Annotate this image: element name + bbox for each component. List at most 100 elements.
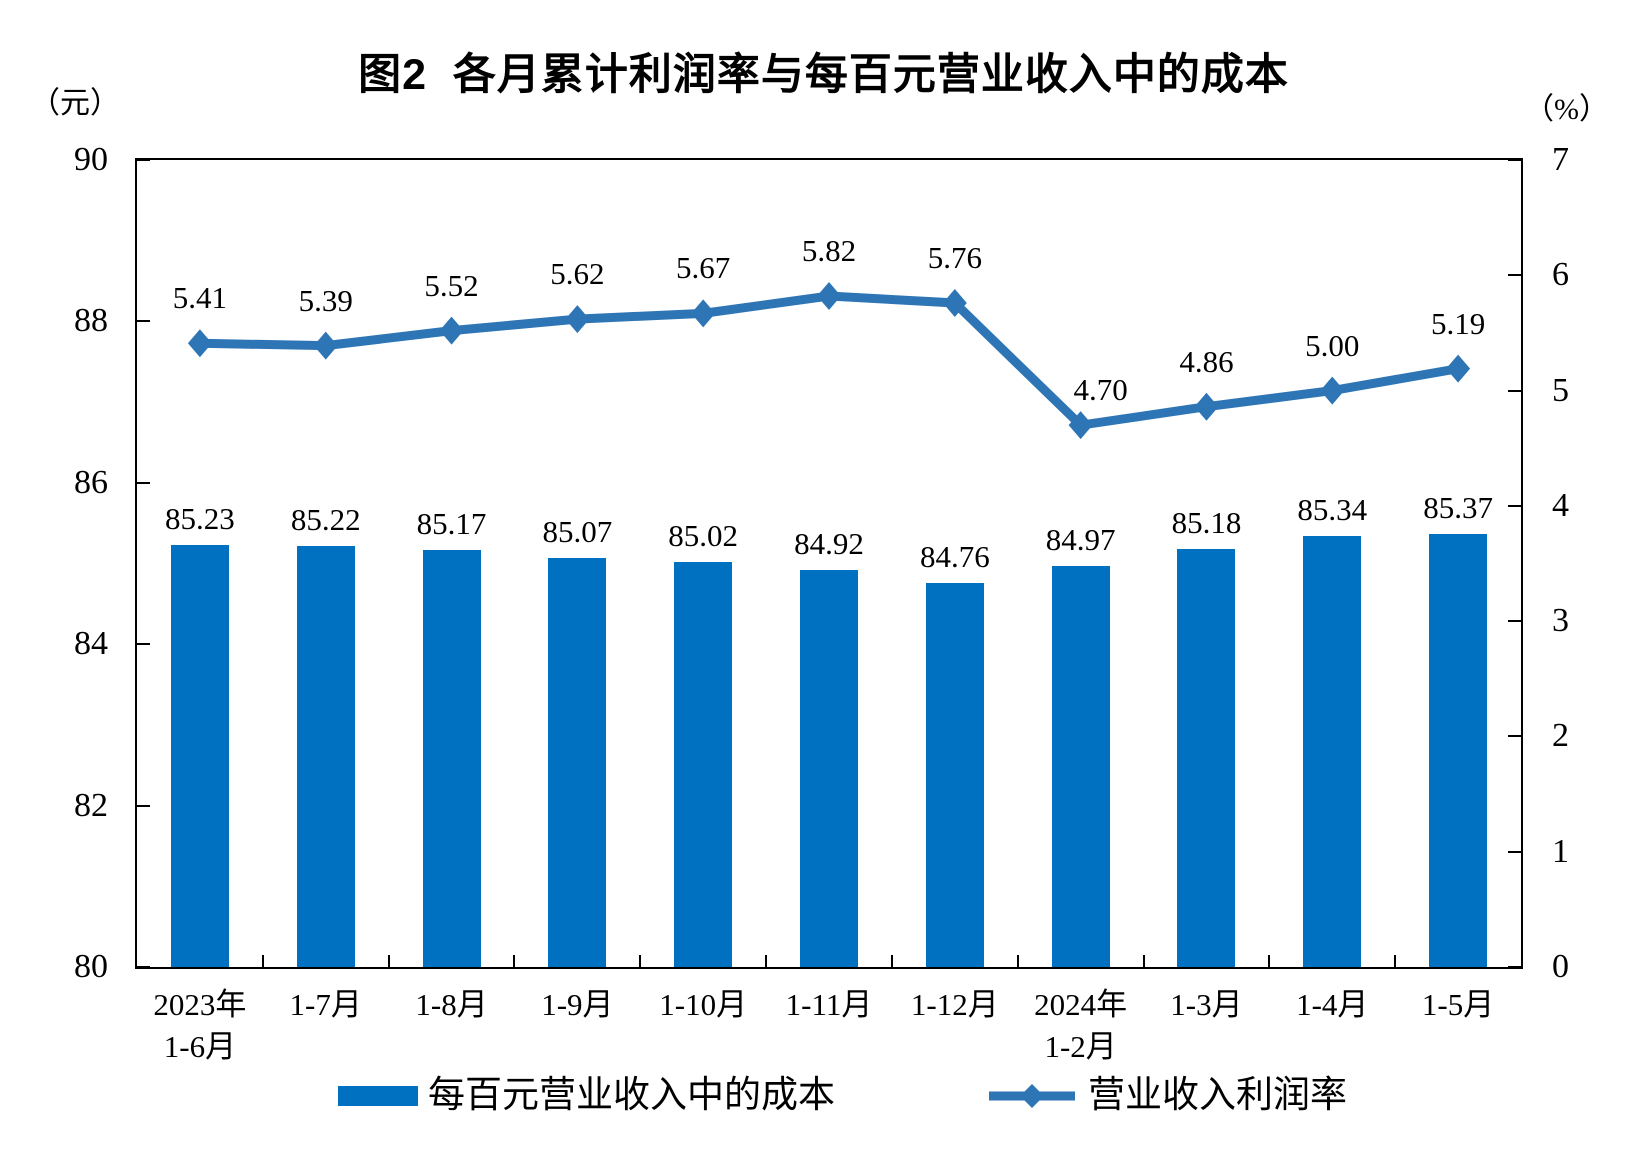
x-axis-tick [261,955,264,967]
bar [548,557,607,967]
line-point-marker [187,329,212,358]
x-axis-category-label: 1-6月 [163,1029,237,1064]
bar-value-label: 84.92 [794,525,864,561]
x-axis-tick [1268,955,1271,967]
x-axis-category-label: 1-9月 [541,987,614,1022]
right-axis-tick-label: 7 [1552,141,1569,178]
x-axis-tick [387,955,390,967]
line-value-label: 5.19 [1430,305,1486,341]
right-axis-tick [1508,159,1521,161]
right-axis-tick-label: 3 [1552,602,1569,640]
line-point-marker [691,299,716,328]
right-axis-tick-label: 4 [1552,486,1569,524]
bar-value-label: 85.37 [1423,489,1493,525]
left-axis-tick [137,966,150,968]
left-axis-tick-label: 86 [74,463,108,501]
right-axis-tick [1508,966,1521,968]
bar [1303,536,1362,967]
right-axis-tick [1508,850,1521,853]
x-axis-category-label: 1-5月 [1421,987,1495,1022]
right-axis-tick [1508,735,1521,738]
x-axis-tick [513,955,516,967]
left-axis-unit: （元） [30,87,120,120]
line-value-label: 5.52 [424,267,479,303]
line-value-label: 5.82 [801,233,857,269]
x-axis-category-label: 2024年 [1034,987,1128,1022]
right-axis-tick-label: 5 [1552,371,1569,409]
left-axis-tick [137,643,150,646]
right-axis-tick [1508,274,1521,277]
line-value-label: 4.86 [1179,343,1234,379]
line-point-marker [565,305,590,334]
bar-value-label: 84.76 [919,538,990,574]
line-point-marker [1194,392,1219,421]
legend-label-cost: 每百元营业收入中的成本 [428,1075,835,1116]
left-axis-tick-label: 84 [74,625,108,663]
x-axis-category-label: 1-11月 [785,987,873,1022]
x-axis-category-label: 1-12月 [910,987,999,1022]
bar-value-label: 85.07 [542,513,613,549]
line-series-swatch [989,1084,1075,1108]
bar [1429,533,1488,967]
line-point-marker [817,282,841,311]
right-axis-unit: （%） [1524,93,1609,126]
x-axis-tick [1142,955,1145,967]
line-point-marker [1068,411,1093,440]
line-value-label: 5.39 [298,282,353,318]
x-axis-tick [1016,955,1019,967]
line-point-marker [439,316,464,345]
plot-area [135,158,1523,969]
line-value-label: 5.67 [676,250,731,286]
x-axis-category-label: 1-3月 [1170,987,1243,1022]
line-value-label: 5.41 [172,280,228,316]
legend-item-cost: 每百元营业收入中的成本 [338,1074,835,1118]
bar [925,582,984,967]
bar-series-swatch [338,1086,418,1106]
bar [1051,565,1110,967]
x-axis-category-label: 1-10月 [659,987,748,1022]
line-point-marker [1446,354,1471,383]
left-axis-tick [137,804,150,807]
legend-item-profit-rate: 营业收入利润率 [986,1074,1347,1118]
bar-value-label: 85.17 [416,505,487,541]
bar [296,545,355,967]
x-axis-category-label: 2023年 [153,987,247,1022]
line-value-label: 5.76 [927,239,982,275]
line-value-label: 5.62 [550,256,605,292]
x-axis-category-label: 1-4月 [1296,987,1369,1022]
chart-title: 图2 各月累计利润率与每百元营业收入中的成本 [358,51,1289,99]
x-axis-category-label: 1-7月 [289,987,362,1022]
line-path [199,291,1459,430]
x-axis-tick [1394,955,1397,967]
left-axis-tick [137,481,150,484]
left-axis-tick-label: 88 [74,302,108,340]
bar [800,569,858,967]
legend-label-profit-rate: 营业收入利润率 [1088,1075,1347,1116]
right-axis-tick [1508,389,1521,392]
bar [422,549,481,967]
bar-value-label: 85.22 [290,501,361,537]
bar [674,561,733,967]
line-point-marker [1320,376,1345,405]
bar-value-label: 85.18 [1171,504,1242,540]
left-axis-tick [137,159,150,161]
right-axis-tick-label: 0 [1552,948,1569,985]
right-axis-tick-label: 6 [1552,256,1569,294]
bar-value-label: 85.02 [668,517,739,553]
right-axis-tick [1508,504,1521,507]
left-axis-tick [137,320,150,323]
bar-value-label: 85.23 [165,500,235,536]
right-axis-tick-label: 1 [1552,832,1569,870]
x-axis-tick [639,955,642,967]
line-value-label: 4.70 [1073,372,1128,408]
right-axis-tick [1508,620,1521,623]
x-axis-category-label: 1-2月 [1044,1029,1117,1064]
right-axis-tick-label: 2 [1552,717,1569,755]
x-axis-category-label: 1-8月 [415,987,488,1022]
bar [170,544,229,967]
line-point-marker [942,288,967,317]
bar [1177,548,1236,967]
left-axis-tick-label: 80 [74,948,108,985]
